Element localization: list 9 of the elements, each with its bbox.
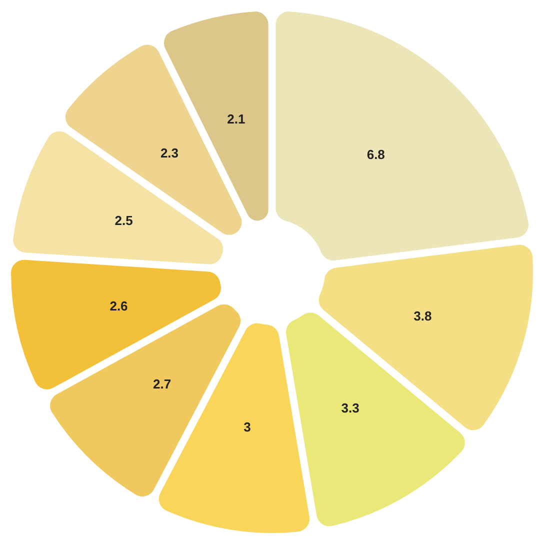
data-label: 2.7 (152, 376, 172, 392)
data-label: 3 (244, 420, 251, 435)
data-label: 2.1 (227, 112, 246, 127)
data-label: 3.8 (414, 308, 432, 324)
data-label: 2.5 (114, 212, 133, 228)
data-label: 2.6 (110, 298, 128, 314)
data-label: 2.3 (160, 146, 179, 161)
data-label: 6.8 (366, 146, 385, 162)
data-label: 3.3 (341, 400, 360, 416)
